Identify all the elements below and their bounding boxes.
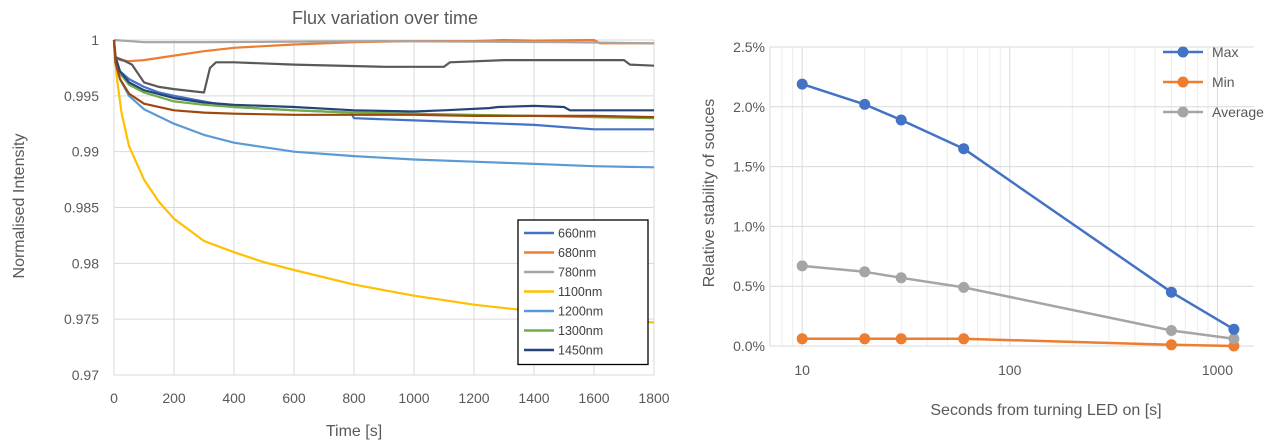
y-tick-label: 1.0%: [733, 218, 765, 234]
series-line-1100nm: [112, 45, 655, 324]
legend-label: 1100nm: [558, 285, 602, 299]
legend-label: Min: [1212, 74, 1235, 90]
legend-label: 660nm: [558, 227, 596, 241]
data-point-min: [796, 333, 808, 345]
legend-marker: [1177, 46, 1189, 58]
data-point-min: [1228, 340, 1240, 352]
legend-label: 1300nm: [558, 324, 603, 338]
data-point-max: [1165, 286, 1177, 298]
data-point-average: [895, 272, 907, 284]
data-point-min: [958, 333, 970, 345]
x-tick-label: 200: [162, 390, 186, 406]
x-tick-label: 400: [222, 390, 246, 406]
x-tick-label: 600: [282, 390, 306, 406]
x-tick-label: 0: [110, 390, 118, 406]
data-point-min: [1165, 339, 1177, 351]
data-point-max: [859, 98, 871, 110]
y-tick-label: 1: [91, 32, 99, 48]
data-point-max: [895, 114, 907, 126]
legend-label: 1450nm: [558, 344, 603, 358]
data-point-average: [796, 260, 808, 272]
legend: Max Min Average: [1163, 44, 1264, 120]
x-axis-label: Time [s]: [326, 423, 382, 440]
data-point-max: [1228, 323, 1240, 335]
data-point-max: [796, 78, 808, 90]
data-point-min: [859, 333, 871, 345]
y-tick-label: 2.5%: [733, 39, 765, 55]
data-point-average: [958, 281, 970, 293]
y-tick-label: 0.98: [72, 255, 99, 271]
data-point-average: [1165, 325, 1177, 336]
x-tick-label: 1400: [518, 390, 549, 406]
x-tick-label: 800: [342, 390, 366, 406]
legend-marker: [1177, 76, 1189, 88]
y-tick-label: 0.995: [64, 88, 99, 104]
series-line-780nm: [113, 38, 655, 45]
x-tick-label: 1800: [638, 390, 669, 406]
y-tick-label: 0.975: [64, 311, 99, 327]
x-axis-label: Seconds from turning LED on [s]: [930, 402, 1161, 419]
legend-marker: [1177, 106, 1189, 118]
x-tick-label: 1200: [458, 390, 489, 406]
x-tick-label: 1000: [1202, 362, 1233, 378]
legend: 660nm 680nm 780nm 1100nm 1200nm 1300nm 1450nm: [517, 219, 649, 366]
series-line-max: [801, 82, 1235, 331]
data-point-max: [958, 143, 970, 155]
chart-title: Flux variation over time: [292, 8, 478, 28]
y-tick-label: 0.5%: [733, 278, 765, 294]
legend-label: Average: [1212, 104, 1264, 120]
y-tick-label: 0.97: [72, 367, 99, 383]
y-tick-label: 0.985: [64, 200, 99, 216]
data-point-average: [859, 266, 871, 278]
y-axis-label: Normalised Intensity: [11, 134, 28, 279]
x-tick-label: 1600: [578, 390, 609, 406]
y-axis-label: Relative stability of souces: [701, 99, 718, 288]
y-tick-label: 2.0%: [733, 99, 765, 115]
series-line-min: [802, 337, 1234, 348]
y-tick-label: 1.5%: [733, 159, 765, 175]
series-line-unnamed-8: [112, 39, 655, 119]
flux-variation-chart: Flux variation over time Time [s] Normal…: [11, 8, 670, 440]
x-tick-label: 100: [998, 362, 1022, 378]
series-line-average: [802, 264, 1235, 341]
legend-label: 1200nm: [558, 305, 603, 319]
legend-label: Max: [1212, 44, 1238, 60]
legend-label: 680nm: [558, 246, 596, 260]
data-point-min: [895, 333, 907, 345]
y-tick-label: 0.0%: [733, 338, 765, 354]
legend-label: 780nm: [558, 266, 596, 280]
y-tick-label: 0.99: [72, 144, 99, 160]
series-line-unnamed-7: [113, 55, 655, 94]
x-tick-label: 1000: [398, 390, 429, 406]
series-line-1450nm: [112, 39, 654, 113]
x-tick-label: 10: [794, 362, 810, 378]
data-point-average: [1228, 333, 1240, 345]
